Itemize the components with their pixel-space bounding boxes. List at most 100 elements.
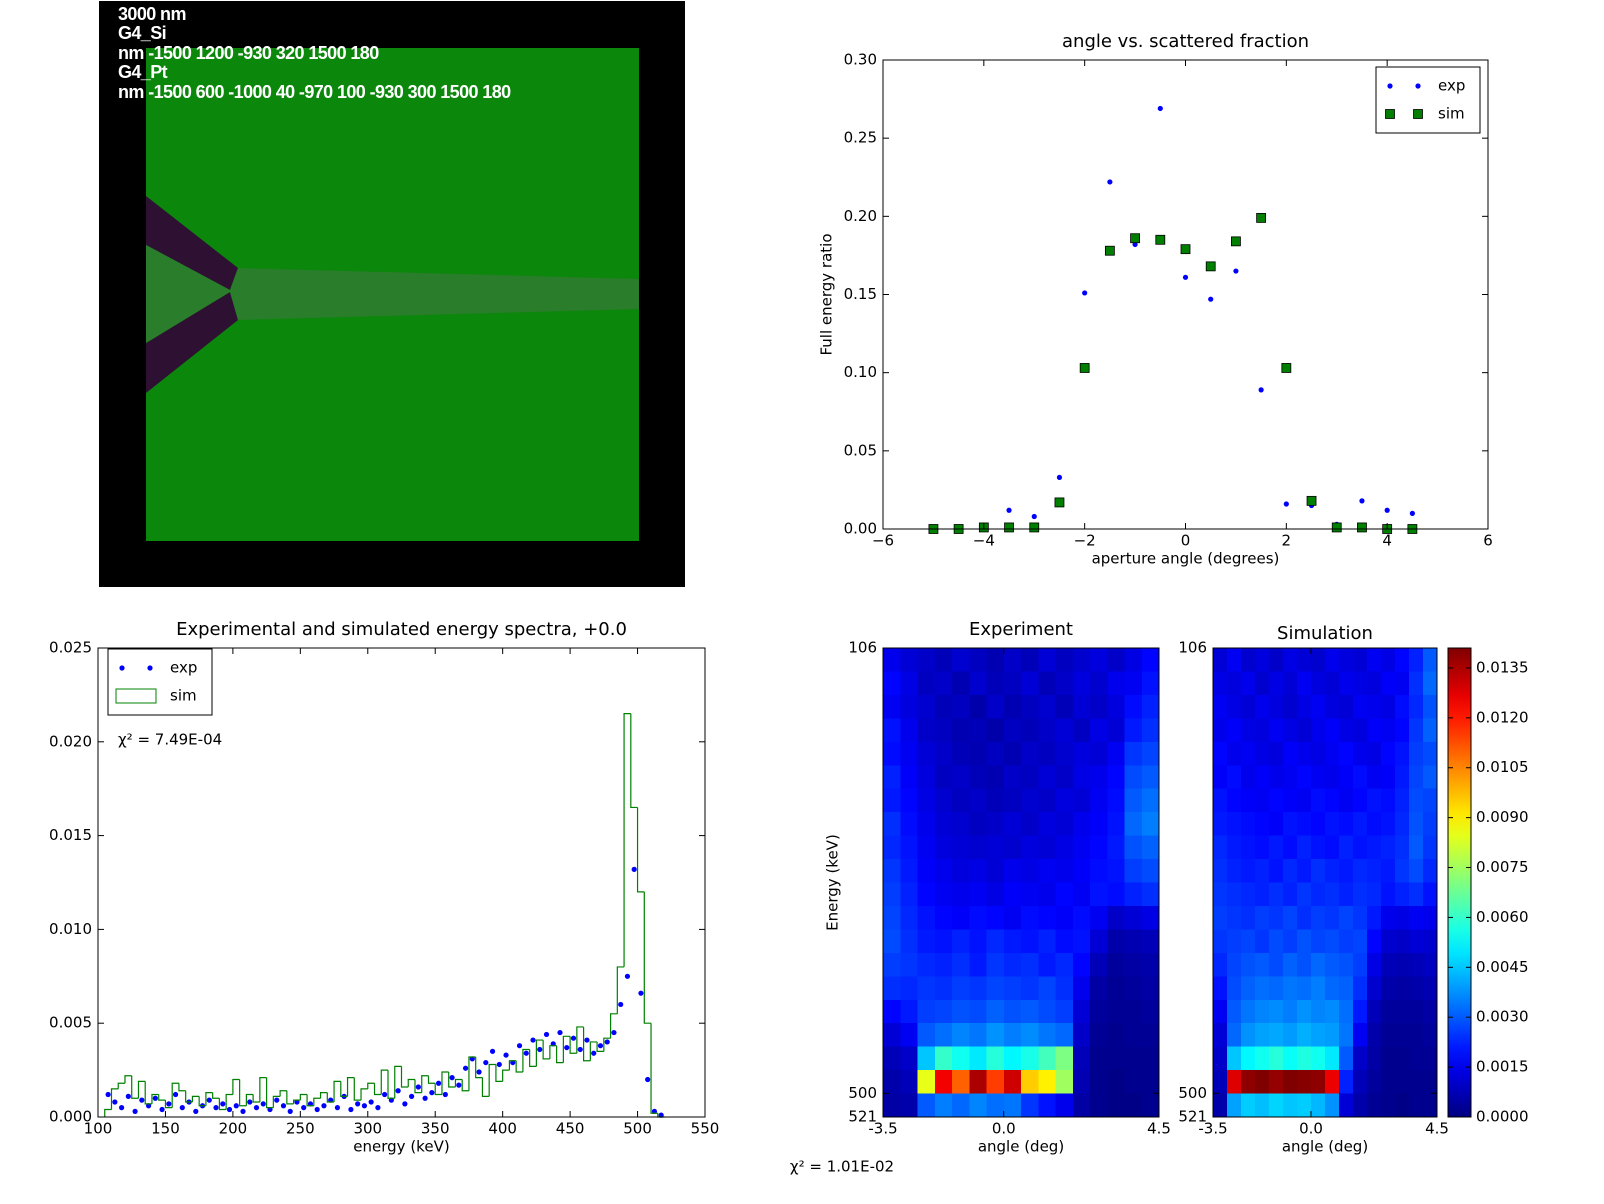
colorbar-tick-label: 0.0045 bbox=[1476, 958, 1529, 976]
histogram-step bbox=[144, 1081, 152, 1105]
heatmap-cell bbox=[883, 788, 901, 813]
marker bbox=[1359, 498, 1365, 504]
heatmap-cell bbox=[1255, 648, 1270, 673]
heatmap-cell bbox=[1325, 929, 1340, 954]
heatmap-cell bbox=[969, 812, 988, 837]
heatmap-cell bbox=[1072, 671, 1091, 696]
heatmap-cell bbox=[1311, 1023, 1326, 1048]
geometry-label: nm -1500 600 -1000 40 -970 100 -930 300 … bbox=[118, 82, 511, 102]
heatmap-cell bbox=[969, 648, 988, 673]
histogram-step bbox=[185, 1090, 193, 1103]
heatmap-cell bbox=[883, 671, 901, 696]
heatmap-cell bbox=[1269, 905, 1284, 930]
histogram-step bbox=[468, 1056, 476, 1091]
y-axis-label: Full energy ratio bbox=[818, 233, 836, 355]
heatmap-cell bbox=[900, 1070, 919, 1095]
heatmap-cell bbox=[1409, 976, 1424, 1001]
heatmap-cell bbox=[917, 1046, 936, 1071]
heatmap-cell bbox=[1325, 999, 1340, 1024]
heatmap-cell bbox=[1297, 812, 1312, 837]
y-tick-label: 106 bbox=[1178, 639, 1207, 657]
heatmap-cell bbox=[934, 741, 953, 766]
heatmap-cell bbox=[1038, 741, 1057, 766]
heatmap-cell bbox=[1423, 1093, 1438, 1118]
heatmap-cell bbox=[1311, 952, 1326, 977]
heatmap-cell bbox=[1213, 1023, 1228, 1048]
heatmap-cell bbox=[1395, 788, 1410, 813]
histogram-step bbox=[205, 1092, 213, 1106]
heatmap-cell bbox=[1072, 648, 1091, 673]
heatmap-cell bbox=[1021, 765, 1039, 790]
marker bbox=[1155, 234, 1166, 245]
histogram-step bbox=[441, 1071, 449, 1095]
heatmap-cell bbox=[1003, 952, 1022, 977]
heatmap-cell bbox=[1269, 1023, 1284, 1048]
heatmap-cell bbox=[1241, 1046, 1256, 1071]
heatmap-cell bbox=[1353, 929, 1368, 954]
heatmap-cell bbox=[1297, 1023, 1312, 1048]
heatmap-cell bbox=[1297, 671, 1312, 696]
histogram-step bbox=[178, 1083, 186, 1092]
heatmap-cell bbox=[1255, 694, 1270, 719]
platinum-region bbox=[146, 292, 238, 393]
legend-label: sim bbox=[170, 687, 197, 705]
histogram-step bbox=[346, 1077, 355, 1097]
heatmap-cell bbox=[1055, 671, 1074, 696]
heatmap-cell bbox=[1297, 976, 1312, 1001]
heatmap-cell bbox=[952, 1046, 970, 1071]
heatmap-cell bbox=[1311, 1046, 1326, 1071]
heatmap-cell bbox=[986, 1023, 1005, 1048]
histogram-step bbox=[266, 1077, 274, 1109]
histogram-step bbox=[319, 1092, 328, 1099]
heatmap-cell bbox=[952, 929, 970, 954]
heatmap-cell bbox=[1409, 648, 1424, 673]
heatmap-cell bbox=[900, 999, 919, 1024]
heatmap-cell bbox=[1367, 812, 1382, 837]
heatmap-cell bbox=[1055, 882, 1074, 907]
heatmap-cell bbox=[1381, 741, 1396, 766]
heatmap-cell bbox=[1283, 765, 1298, 790]
marker bbox=[348, 1106, 354, 1113]
heatmap-cell bbox=[1038, 835, 1057, 860]
heatmap-cell bbox=[917, 671, 936, 696]
legend-box bbox=[1375, 66, 1481, 134]
heatmap-cell bbox=[1297, 718, 1312, 743]
heatmap-cell bbox=[986, 1070, 1005, 1095]
heatmap-cell bbox=[917, 741, 936, 766]
heatmap-cell bbox=[917, 1070, 936, 1095]
heatmap-cell bbox=[1409, 882, 1424, 907]
heatmap-cell bbox=[1213, 999, 1228, 1024]
heatmap-cell bbox=[1423, 788, 1438, 813]
marker bbox=[1104, 245, 1115, 256]
heatmap-cell bbox=[1213, 718, 1228, 743]
histogram-step bbox=[562, 1035, 571, 1063]
heatmap-cell bbox=[1297, 765, 1312, 790]
heatmap-cell bbox=[1367, 648, 1382, 673]
heatmap-cell bbox=[1395, 929, 1410, 954]
heatmap-cell bbox=[1423, 929, 1438, 954]
heatmap-cell bbox=[1021, 929, 1039, 954]
heatmap-cell bbox=[1353, 999, 1368, 1024]
heatmap-cell bbox=[986, 905, 1005, 930]
marker bbox=[1385, 109, 1395, 119]
marker bbox=[119, 665, 125, 671]
marker bbox=[1233, 268, 1239, 274]
heatmap-cell bbox=[1255, 1093, 1270, 1118]
histogram-step bbox=[515, 1060, 523, 1073]
marker bbox=[611, 1029, 617, 1036]
heatmap-cell bbox=[1255, 859, 1270, 884]
heatmap-cell bbox=[1003, 859, 1022, 884]
heatmap-cell bbox=[1003, 999, 1022, 1024]
heatmap-cell bbox=[1395, 671, 1410, 696]
heatmap-cell bbox=[1423, 765, 1438, 790]
x-tick-label: 450 bbox=[556, 1120, 585, 1138]
heatmap-cell bbox=[1283, 952, 1298, 977]
heatmap-cell bbox=[1255, 1046, 1270, 1071]
heatmap-cell bbox=[1325, 671, 1340, 696]
heatmap-cell bbox=[1353, 976, 1368, 1001]
heatmap-cell bbox=[1072, 1023, 1091, 1048]
heatmap-cell bbox=[1283, 976, 1298, 1001]
heatmap-cell bbox=[1269, 741, 1284, 766]
heatmap-cell bbox=[900, 765, 919, 790]
x-tick-label: −6 bbox=[872, 532, 894, 550]
